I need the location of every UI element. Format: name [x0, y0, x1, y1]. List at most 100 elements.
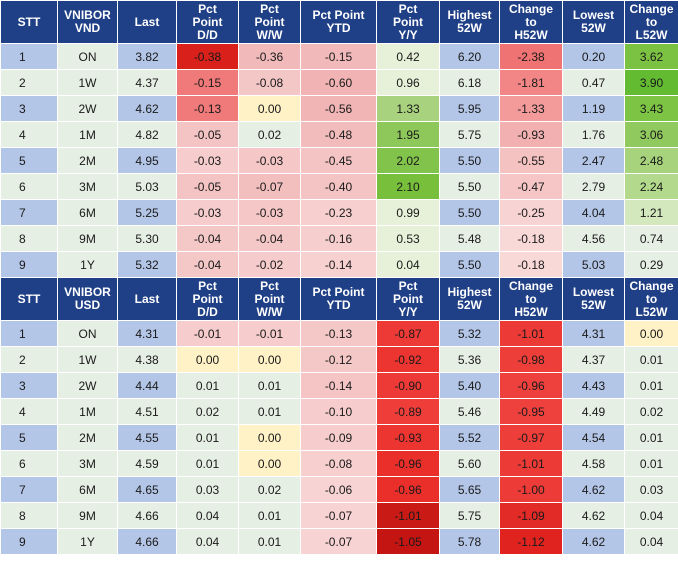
cell-lowest-52w: 1.19: [562, 95, 625, 122]
cell-last: 4.59: [117, 450, 177, 477]
cell-pct-yy: 2.02: [376, 147, 440, 174]
cell-lowest-52w: 4.37: [562, 346, 625, 373]
cell-pct-dd: -0.13: [176, 95, 239, 122]
cell-highest-52w: 5.50: [439, 173, 500, 200]
cell-highest-52w: 5.52: [439, 424, 500, 451]
cell-pct-ytd: -0.07: [300, 528, 377, 555]
cell-pct-ww: -0.36: [238, 43, 301, 70]
cell-highest-52w: 5.78: [439, 528, 500, 555]
cell-pct-ww: 0.01: [238, 528, 301, 555]
cell-stt: 1: [0, 43, 58, 70]
cell-pct-ytd: -0.48: [300, 121, 377, 148]
cell-pct-dd: -0.03: [176, 199, 239, 226]
cell-pct-ww: 0.01: [238, 502, 301, 529]
cell-lowest-52w: 2.79: [562, 173, 625, 200]
cell-pct-yy: 0.53: [376, 225, 440, 252]
header-row: STT VNIBOR USD Last Pct Point D/D Pct Point …: [0, 277, 678, 321]
cell-stt: 5: [0, 147, 58, 174]
header-pct-ww: Pct Point W/W: [238, 0, 301, 44]
cell-index: 1M: [57, 121, 118, 148]
cell-change-l52w: 0.04: [624, 502, 678, 529]
cell-highest-52w: 5.65: [439, 476, 500, 503]
cell-stt: 2: [0, 346, 58, 373]
cell-pct-yy: 0.96: [376, 69, 440, 96]
cell-highest-52w: 5.50: [439, 251, 500, 278]
cell-pct-dd: 0.01: [176, 450, 239, 477]
cell-pct-ytd: -0.10: [300, 398, 377, 425]
cell-change-l52w: 0.01: [624, 450, 678, 477]
cell-last: 5.25: [117, 199, 177, 226]
cell-index: 2M: [57, 424, 118, 451]
cell-last: 4.66: [117, 528, 177, 555]
cell-pct-yy: -0.92: [376, 346, 440, 373]
cell-pct-ytd: -0.56: [300, 95, 377, 122]
cell-index: 1Y: [57, 251, 118, 278]
cell-change-l52w: 2.24: [624, 173, 678, 200]
cell-change-l52w: 0.02: [624, 398, 678, 425]
cell-pct-yy: 0.99: [376, 199, 440, 226]
cell-pct-dd: -0.38: [176, 43, 239, 70]
cell-pct-ww: -0.04: [238, 225, 301, 252]
header-highest-52w: Highest 52W: [439, 277, 500, 321]
cell-change-l52w: 2.48: [624, 147, 678, 174]
cell-pct-dd: 0.02: [176, 398, 239, 425]
cell-highest-52w: 5.75: [439, 121, 500, 148]
cell-lowest-52w: 0.20: [562, 43, 625, 70]
header-index: VNIBOR USD: [57, 277, 118, 321]
cell-pct-ytd: -0.14: [300, 251, 377, 278]
cell-stt: 8: [0, 502, 58, 529]
cell-last: 5.32: [117, 251, 177, 278]
cell-stt: 3: [0, 95, 58, 122]
cell-last: 4.44: [117, 372, 177, 399]
cell-pct-yy: -0.96: [376, 450, 440, 477]
table-row: 5 2M 4.95 -0.03 -0.03 -0.45 2.02 5.50 -0.55 2.47 2…: [0, 147, 678, 174]
cell-pct-ytd: -0.15: [300, 43, 377, 70]
cell-stt: 5: [0, 424, 58, 451]
cell-index: 1Y: [57, 528, 118, 555]
cell-index: 6M: [57, 199, 118, 226]
cell-highest-52w: 5.75: [439, 502, 500, 529]
table-row: 9 1Y 4.66 0.04 0.01 -0.07 -1.05 5.78 -1.12 4.62 0.…: [0, 528, 678, 555]
cell-lowest-52w: 4.31: [562, 320, 625, 347]
header-pct-ww: Pct Point W/W: [238, 277, 301, 321]
table-row: 8 9M 5.30 -0.04 -0.04 -0.16 0.53 5.48 -0.18 4.56 0…: [0, 225, 678, 252]
cell-last: 4.65: [117, 476, 177, 503]
cell-pct-ww: -0.01: [238, 320, 301, 347]
header-lowest-52w: Lowest 52W: [562, 0, 625, 44]
cell-pct-ww: 0.00: [238, 95, 301, 122]
cell-highest-52w: 6.20: [439, 43, 500, 70]
cell-change-l52w: 0.01: [624, 346, 678, 373]
cell-pct-ytd: -0.14: [300, 372, 377, 399]
table-row: 2 1W 4.37 -0.15 -0.08 -0.60 0.96 6.18 -1.81 0.47 3…: [0, 69, 678, 96]
cell-pct-yy: -1.01: [376, 502, 440, 529]
cell-index: 1W: [57, 69, 118, 96]
cell-pct-ww: 0.00: [238, 424, 301, 451]
cell-lowest-52w: 1.76: [562, 121, 625, 148]
cell-change-h52w: -2.38: [499, 43, 563, 70]
cell-change-l52w: 3.90: [624, 69, 678, 96]
cell-pct-yy: 1.95: [376, 121, 440, 148]
cell-index: 2W: [57, 372, 118, 399]
cell-pct-dd: 0.04: [176, 528, 239, 555]
header-pct-dd: Pct Point D/D: [176, 0, 239, 44]
cell-change-l52w: 0.01: [624, 372, 678, 399]
cell-stt: 4: [0, 398, 58, 425]
cell-last: 4.37: [117, 69, 177, 96]
cell-pct-yy: 2.10: [376, 173, 440, 200]
table-row: 4 1M 4.82 -0.05 0.02 -0.48 1.95 5.75 -0.93 1.76 3.…: [0, 121, 678, 148]
cell-lowest-52w: 0.47: [562, 69, 625, 96]
cell-lowest-52w: 4.62: [562, 476, 625, 503]
header-change-h52w: Change to H52W: [499, 0, 563, 44]
table-row: 5 2M 4.55 0.01 0.00 -0.09 -0.93 5.52 -0.97 4.54 0.…: [0, 424, 678, 451]
cell-highest-52w: 5.95: [439, 95, 500, 122]
cell-stt: 6: [0, 450, 58, 477]
cell-last: 3.82: [117, 43, 177, 70]
cell-pct-dd: 0.03: [176, 476, 239, 503]
cell-lowest-52w: 4.49: [562, 398, 625, 425]
cell-change-l52w: 0.01: [624, 424, 678, 451]
table-row: 1 ON 4.31 -0.01 -0.01 -0.13 -0.87 5.32 -1.01 4.31…: [0, 320, 678, 347]
header-last: Last: [117, 0, 177, 44]
table-row: 7 6M 4.65 0.03 0.02 -0.06 -0.96 5.65 -1.00 4.62 0.…: [0, 476, 678, 503]
header-change-h52w: Change to H52W: [499, 277, 563, 321]
